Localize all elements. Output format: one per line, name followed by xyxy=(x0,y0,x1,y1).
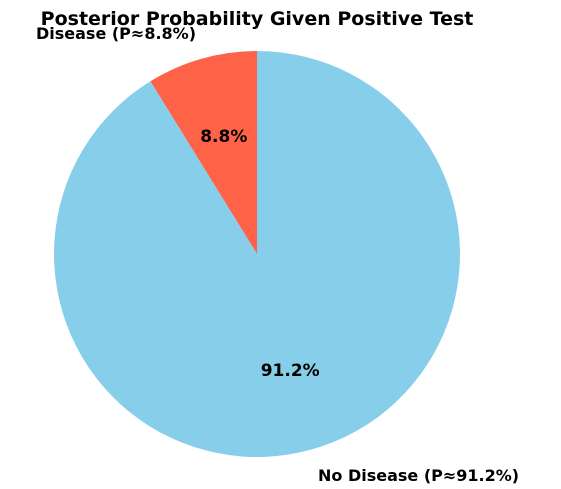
slice-category-label: No Disease (P≈91.2%) xyxy=(318,466,519,485)
pie-slices xyxy=(54,50,461,457)
chart-title: Posterior Probability Given Positive Tes… xyxy=(41,8,474,30)
pie-labels: 8.8% Disease (P≈8.8%) 91.2% No Disease (P≈9… xyxy=(36,24,519,485)
slice-percent-label: 91.2% xyxy=(261,361,320,381)
slice-category-label: Disease (P≈8.8%) xyxy=(36,24,196,43)
pie-slice-1 xyxy=(150,51,257,254)
pie-slice-2 xyxy=(54,50,461,457)
slice-percent-label: 8.8% xyxy=(200,127,247,147)
